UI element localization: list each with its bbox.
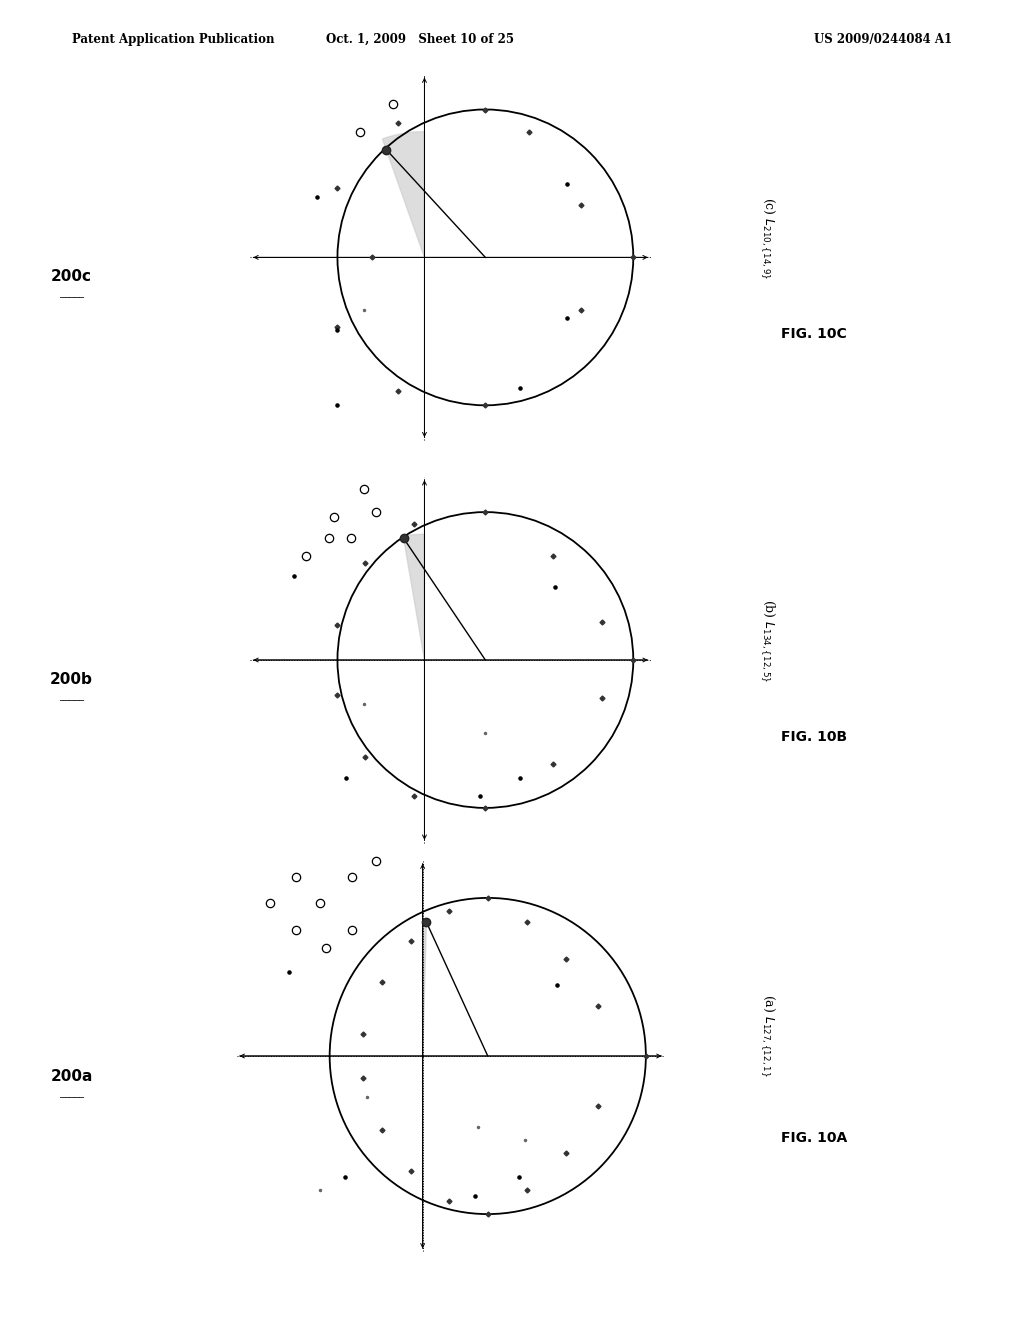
Text: (b) $L_{134,\{12,5\}}$: (b) $L_{134,\{12,5\}}$ xyxy=(758,599,776,682)
Text: FIG. 10A: FIG. 10A xyxy=(781,1131,847,1144)
Polygon shape xyxy=(382,132,425,257)
Text: (c) $L_{210,\{14,9\}}$: (c) $L_{210,\{14,9\}}$ xyxy=(758,198,776,279)
Text: ─────: ───── xyxy=(59,1093,84,1101)
Text: Patent Application Publication: Patent Application Publication xyxy=(72,33,274,46)
Text: ─────: ───── xyxy=(59,293,84,301)
Text: (a) $L_{127,\{12,1\}}$: (a) $L_{127,\{12,1\}}$ xyxy=(758,994,776,1077)
Text: FIG. 10B: FIG. 10B xyxy=(781,730,847,743)
Text: ─────: ───── xyxy=(59,694,84,704)
Text: US 2009/0244084 A1: US 2009/0244084 A1 xyxy=(814,33,952,46)
Polygon shape xyxy=(423,921,426,1056)
Text: 200b: 200b xyxy=(50,672,93,686)
Polygon shape xyxy=(403,535,425,660)
Text: FIG. 10C: FIG. 10C xyxy=(781,327,847,341)
Text: Oct. 1, 2009   Sheet 10 of 25: Oct. 1, 2009 Sheet 10 of 25 xyxy=(326,33,514,46)
Text: 200c: 200c xyxy=(51,269,92,284)
Text: 200a: 200a xyxy=(50,1069,93,1084)
